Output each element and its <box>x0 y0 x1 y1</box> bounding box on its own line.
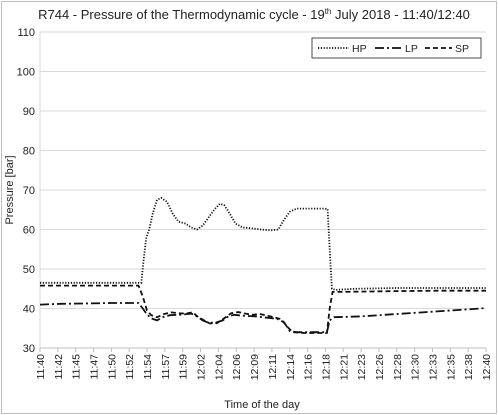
x-tick-label: 11:50 <box>106 354 118 380</box>
x-tick-label: 11:59 <box>178 354 190 380</box>
x-tick-labels: 11:40 11:42 11:45 11:47 11:50 11:52 11:54 11:57… <box>35 348 493 380</box>
x-tick-label: 12:28 <box>392 354 404 380</box>
x-tick-label: 12:02 <box>196 354 208 380</box>
x-tick-label: 12:30 <box>410 354 422 380</box>
x-tick-label: 12:14 <box>285 354 297 380</box>
x-tick-label: 12:33 <box>427 354 439 380</box>
x-tick-label: 12:11 <box>267 354 279 380</box>
legend-label-lp: LP <box>405 43 418 55</box>
x-tick-label: 11:45 <box>71 354 83 380</box>
y-tick-label: 30 <box>23 343 35 355</box>
x-tick-label: 11:47 <box>89 354 101 380</box>
y-tick-labels: 30 40 50 60 70 80 90 100 110 <box>17 27 35 355</box>
x-axis-label: Time of the day <box>224 399 300 411</box>
x-tick-label: 12:16 <box>303 354 315 380</box>
y-tick-label: 60 <box>23 225 35 237</box>
y-tick-label: 50 <box>23 264 35 276</box>
legend: HP LP SP <box>311 37 482 59</box>
x-tick-label: 12:38 <box>463 354 475 380</box>
x-tick-label: 12:06 <box>231 354 243 380</box>
y-tick-label: 90 <box>23 106 35 118</box>
series-line-hp <box>40 196 486 291</box>
x-tick-label: 12:04 <box>213 354 225 380</box>
x-tick-label: 12:23 <box>356 354 368 380</box>
y-tick-label: 40 <box>23 304 35 316</box>
x-tick-label: 12:40 <box>481 354 493 380</box>
x-tick-label: 11:40 <box>35 354 47 380</box>
legend-label-sp: SP <box>455 43 469 55</box>
x-tick-label: 11:54 <box>142 354 154 380</box>
y-tick-label: 110 <box>17 27 35 39</box>
x-tick-label: 12:35 <box>445 354 457 380</box>
y-tick-label: 100 <box>17 67 35 79</box>
x-tick-label: 12:21 <box>338 354 350 380</box>
legend-label-hp: HP <box>352 43 367 55</box>
chart-title-sup: th <box>325 7 332 16</box>
x-tick-label: 11:42 <box>53 354 65 380</box>
chart-title-main: R744 - Pressure of the Thermodynamic cyc… <box>38 7 325 22</box>
chart-title: R744 - Pressure of the Thermodynamic cyc… <box>38 7 470 22</box>
x-tick-label: 11:57 <box>160 354 172 380</box>
y-tick-label: 70 <box>23 185 35 197</box>
x-tick-label: 11:52 <box>124 354 136 380</box>
series-lines <box>39 196 487 334</box>
x-tick-label: 12:26 <box>374 354 386 380</box>
chart-title-tail: July 2018 - 11:40/12:40 <box>331 7 470 22</box>
series-line-sp <box>40 284 486 334</box>
x-tick-label: 12:18 <box>320 354 332 380</box>
y-axis-label: Pressure [bar] <box>4 155 16 224</box>
x-tick-label: 12:09 <box>249 354 261 380</box>
y-tick-label: 80 <box>23 146 35 158</box>
